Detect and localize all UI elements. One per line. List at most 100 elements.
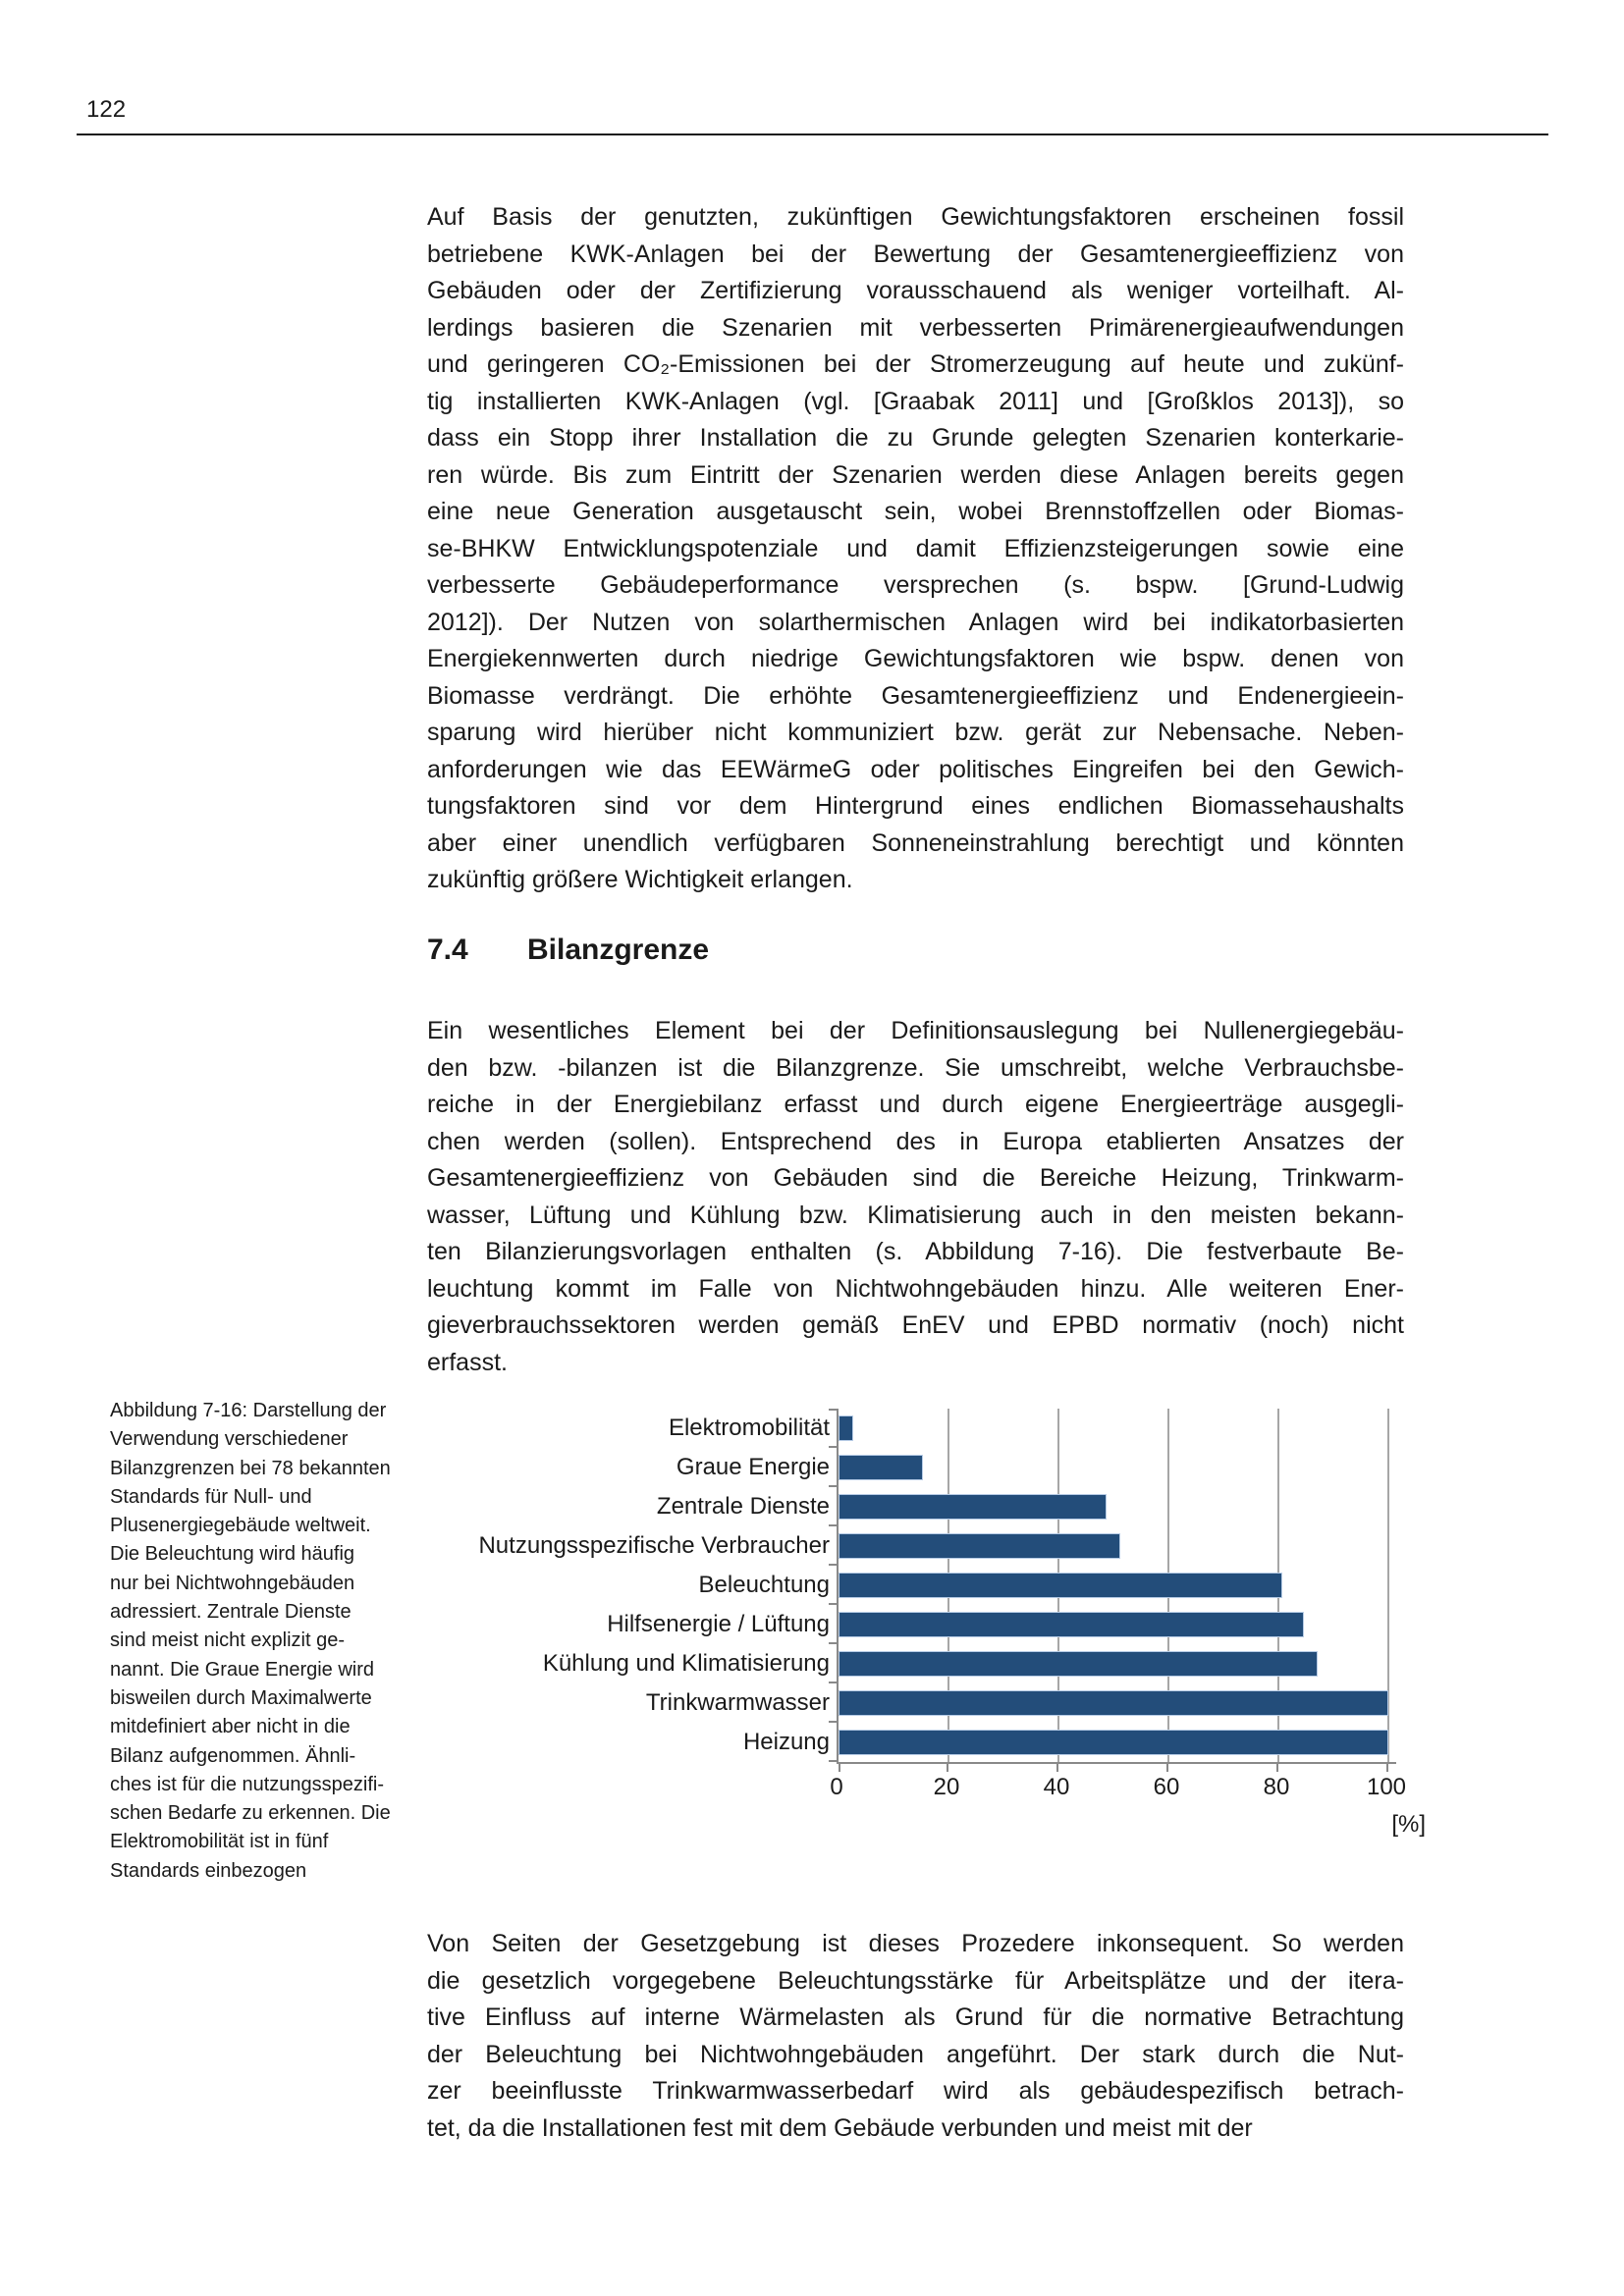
chart-bar	[839, 1690, 1388, 1716]
chart-bar	[839, 1730, 1388, 1755]
chart-category-labels: Elektromobilität Graue Energie Zentrale Di…	[314, 1409, 830, 1762]
chart-bar	[839, 1455, 924, 1480]
text-line: verbesserte Gebäudeperformance versprech…	[427, 571, 1404, 599]
chart-x-tick-label: 40	[1043, 1774, 1070, 1800]
page-number: 122	[86, 96, 127, 123]
text-line: tet, da die Installationen fest mit dem …	[427, 2113, 1253, 2142]
text-line: ren würde. Bis zum Eintritt der Szenarie…	[427, 460, 1404, 489]
text-line: leuchtung kommt im Falle von Nichtwohnge…	[427, 1274, 1404, 1303]
text-line: Gebäuden oder der Zertifizierung vorauss…	[427, 277, 1404, 304]
chart-bar	[839, 1415, 853, 1441]
section-heading: 7.4 Bilanzgrenze	[427, 934, 709, 967]
text-line: sparung wird hierüber nicht kommuniziert…	[427, 719, 1404, 746]
chart-x-axis-tick	[839, 1764, 840, 1772]
chart-x-tick-label: 20	[933, 1774, 960, 1800]
text-line: Plusenergiegebäude weltweit.	[110, 1515, 371, 1537]
text-line: zer beeinflusste Trinkwarmwasserbedarf w…	[427, 2077, 1404, 2105]
figure-7-16-chart: Elektromobilität Graue Energie Zentrale Di…	[314, 1409, 1426, 1870]
text-line: den bzw. -bilanzen ist die Bilanzgrenze.…	[427, 1053, 1404, 1082]
chart-bar	[839, 1573, 1283, 1598]
text-line: anforderungen wie das EEWärmeG oder poli…	[427, 755, 1404, 783]
text-line: 2012]). Der Nutzen von solarthermischen …	[427, 608, 1404, 636]
chart-bar	[839, 1651, 1319, 1677]
text-line: Abbildung 7-16: Darstellung der	[110, 1400, 387, 1421]
chart-x-axis-tick	[1166, 1764, 1168, 1772]
text-line: gieverbrauchssektoren werden gemäß EnEV …	[427, 1311, 1404, 1339]
chart-y-axis-tick	[829, 1642, 837, 1644]
chart-category-label: Zentrale Dienste	[656, 1493, 830, 1520]
paragraph-kwk: Auf Basis der genutzten, zukünftigen Gew…	[427, 199, 1404, 899]
text-line: tive Einfluss auf interne Wärmelasten al…	[427, 2003, 1404, 2031]
section-number: 7.4	[427, 934, 468, 966]
header-rule	[77, 133, 1548, 135]
chart-gridline	[1387, 1409, 1389, 1762]
text-line: Elektromobilität ist in fünf	[110, 1831, 329, 1853]
chart-category-label: Heizung	[742, 1729, 830, 1755]
chart-category-label: Trinkwarmwasser	[645, 1689, 830, 1716]
text-line: eine neue Generation ausgetauscht sein, …	[427, 498, 1404, 525]
chart-y-axis-tick	[829, 1409, 837, 1411]
chart-x-tick-label: 100	[1366, 1774, 1407, 1800]
text-line: die gesetzlich vorgegebene Beleuchtungss…	[427, 1966, 1404, 1995]
text-line: aber einer unendlich verfügbaren Sonnene…	[427, 828, 1404, 857]
chart-y-axis-tick	[829, 1603, 837, 1605]
chart-y-axis-tick	[829, 1524, 837, 1526]
chart-y-axis-tick	[829, 1564, 837, 1566]
text-line: Ein wesentliches Element bei der Definit…	[427, 1017, 1404, 1044]
chart-x-axis-tick	[1386, 1764, 1388, 1772]
text-line: Auf Basis der genutzten, zukünftigen Gew…	[427, 203, 1404, 231]
text-line: Von Seiten der Gesetzgebung ist dieses P…	[427, 1930, 1404, 1957]
text-line: Gesamtenergieeffizienz von Gebäuden sind…	[427, 1164, 1404, 1192]
chart-x-axis-tick	[1056, 1764, 1058, 1772]
text-line: tungsfaktoren sind vor dem Hintergrund e…	[427, 792, 1404, 820]
text-line: chen werden (sollen). Entsprechend des i…	[427, 1127, 1404, 1155]
chart-y-axis-tick	[829, 1485, 837, 1487]
text-line: Verwendung verschiedener	[110, 1428, 349, 1451]
text-line: sind meist nicht explizit ge-	[110, 1629, 345, 1652]
text-line: Biomasse verdrängt. Die erhöhte Gesamten…	[427, 681, 1404, 710]
chart-x-labels: 0 20 40 60 80 100	[830, 1774, 1465, 1807]
paragraph-gesetzgebung: Von Seiten der Gesetzgebung ist dieses P…	[427, 1926, 1404, 2147]
text-line: lerdings basieren die Szenarien mit verb…	[427, 313, 1404, 342]
text-line: nannt. Die Graue Energie wird	[110, 1658, 375, 1681]
chart-category-label: Elektromobilität	[668, 1415, 830, 1441]
chart-x-axis-tick	[1276, 1764, 1278, 1772]
text-line: ches ist für die nutzungsspezifi-	[110, 1773, 385, 1795]
text-line: mitdefiniert aber nicht in die	[110, 1716, 351, 1738]
text-line: se-BHKW Entwicklungspotenziale und damit…	[427, 534, 1404, 562]
text-line: wasser, Lüftung und Kühlung bzw. Klimati…	[427, 1201, 1404, 1229]
chart-bar	[839, 1494, 1107, 1520]
chart-x-axis-tick	[947, 1764, 948, 1772]
chart-y-axis-tick	[829, 1760, 837, 1762]
paragraph-bilanzgrenze: Ein wesentliches Element bei der Definit…	[427, 1013, 1404, 1381]
text-line: schen Bedarfe zu erkennen. Die	[110, 1802, 391, 1825]
chart-unit-label: [%]	[1391, 1811, 1426, 1838]
chart-y-axis-tick	[829, 1682, 837, 1683]
text-line: Standards einbezogen	[110, 1859, 307, 1882]
chart-category-label: Nutzungsspezifische Verbraucher	[478, 1532, 830, 1559]
text-line: Standards für Null- und	[110, 1485, 312, 1508]
chart-x-tick-label: 0	[830, 1774, 843, 1800]
text-line: Die Beleuchtung wird häufig	[110, 1543, 355, 1566]
chart-bar	[839, 1533, 1121, 1559]
text-line: ten Bilanzierungsvorlagen enthalten (s. …	[427, 1238, 1404, 1265]
chart-category-label: Beleuchtung	[698, 1572, 830, 1598]
chart-category-label: Hilfsenergie / Lüftung	[607, 1611, 830, 1637]
figure-caption: Abbildung 7-16: Darstellung der Verwendun…	[110, 1397, 532, 1886]
text-line: Bilanz aufgenommen. Ähnli-	[110, 1744, 356, 1767]
chart-category-label: Graue Energie	[676, 1454, 830, 1480]
section-title: Bilanzgrenze	[527, 934, 710, 966]
text-line: bisweilen durch Maximalwerte	[110, 1686, 372, 1709]
chart-y-axis-tick	[829, 1446, 837, 1448]
text-line: betriebene KWK-Anlagen bei der Bewertung…	[427, 240, 1404, 268]
text-line: tig installierten KWK-Anlagen (vgl. [Gra…	[427, 387, 1404, 415]
text-line: nur bei Nichtwohngebäuden	[110, 1572, 355, 1594]
text-line: zukünftig größere Wichtigkeit erlangen.	[427, 866, 853, 893]
text-line: Bilanzgrenzen bei 78 bekannten	[110, 1457, 391, 1479]
text-line: und geringeren CO₂-Emissionen bei der St…	[427, 350, 1404, 378]
chart-x-tick-label: 60	[1153, 1774, 1180, 1800]
text-line: der Beleuchtung bei Nichtwohngebäuden an…	[427, 2040, 1404, 2068]
text-line: dass ein Stopp ihrer Installation die zu…	[427, 424, 1404, 452]
chart-y-axis-tick	[829, 1721, 837, 1723]
